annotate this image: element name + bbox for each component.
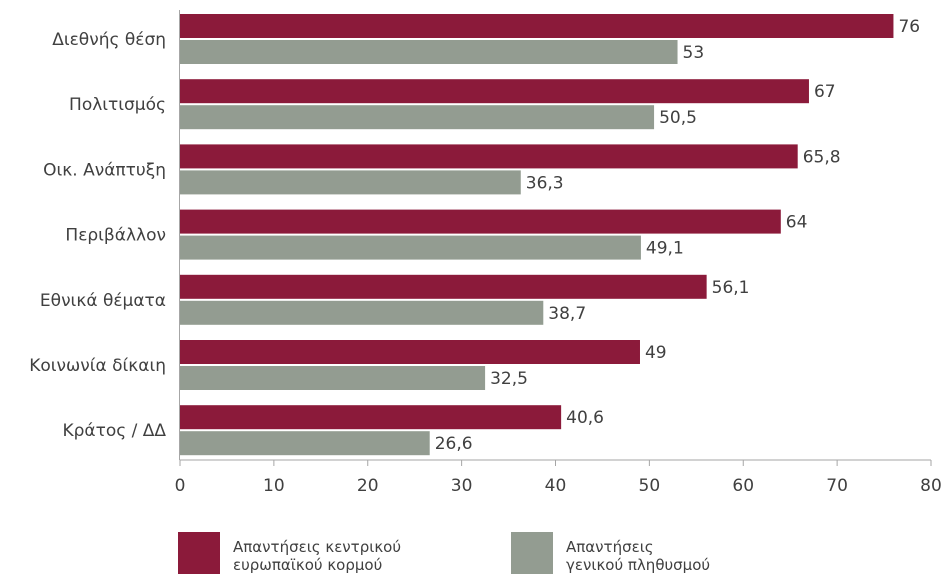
data-label: 49,1	[646, 239, 684, 259]
category-label: Εθνικά θέματα	[40, 291, 166, 311]
category-label: Κράτος / ΔΔ	[62, 421, 166, 441]
legend-label: Απαντήσεις κεντρικού	[233, 538, 401, 556]
data-label: 49	[645, 343, 667, 363]
data-label: 76	[898, 17, 920, 37]
bar	[180, 405, 562, 430]
category-label: Οικ. Ανάπτυξη	[43, 160, 166, 180]
bar	[180, 14, 894, 38]
bars-group: 76 53 67 50,5 65,8 36,3 64 49,1 56,1 38,7 49 32,5 40…	[180, 14, 920, 456]
legend-label: ευρωπαϊκού κορμού	[233, 556, 382, 574]
bar	[180, 79, 809, 104]
x-tick-label: 10	[263, 476, 285, 496]
bar	[180, 340, 640, 364]
category-label: Κοινωνία δίκαιη	[29, 356, 166, 376]
legend-swatch	[178, 532, 220, 574]
data-label: 56,1	[712, 278, 750, 298]
bar	[180, 274, 707, 299]
x-tick-label: 20	[357, 476, 379, 496]
legend-swatch	[511, 532, 553, 574]
category-label: Διεθνής θέση	[52, 30, 166, 50]
bar	[180, 144, 798, 169]
legend-label: Απαντήσεις	[566, 538, 654, 556]
data-label: 67	[814, 82, 836, 102]
bar	[180, 209, 781, 234]
x-axis: 0 10 20 30 40 50 60 70 80	[175, 10, 942, 496]
data-label: 36,3	[526, 173, 564, 193]
x-tick-label: 0	[175, 476, 186, 496]
category-labels: Διεθνής θέση Πολιτισμός Οικ. Ανάπτυξη Περιβ…	[29, 30, 166, 441]
category-label: Περιβάλλον	[65, 226, 166, 246]
x-tick-label: 50	[639, 476, 661, 496]
legend-label: γενικού πληθυσμού	[566, 556, 710, 574]
data-label: 38,7	[548, 304, 586, 324]
data-label: 53	[683, 43, 705, 63]
bar	[180, 366, 486, 390]
bar	[180, 300, 544, 325]
data-label: 65,8	[803, 147, 841, 167]
x-tick-label: 40	[545, 476, 567, 496]
x-tick-label: 30	[451, 476, 473, 496]
category-label: Πολιτισμός	[69, 95, 166, 115]
bar	[180, 235, 641, 260]
x-tick-label: 70	[826, 476, 848, 496]
bar	[180, 431, 430, 456]
data-label: 32,5	[490, 369, 528, 389]
data-label: 40,6	[566, 408, 604, 428]
data-label: 64	[786, 213, 808, 233]
x-tick-label: 60	[732, 476, 754, 496]
data-label: 26,6	[435, 434, 473, 454]
x-tick-label: 80	[920, 476, 942, 496]
bar	[180, 40, 678, 64]
data-label: 50,5	[659, 108, 697, 128]
bar	[180, 170, 521, 195]
bar	[180, 105, 655, 130]
